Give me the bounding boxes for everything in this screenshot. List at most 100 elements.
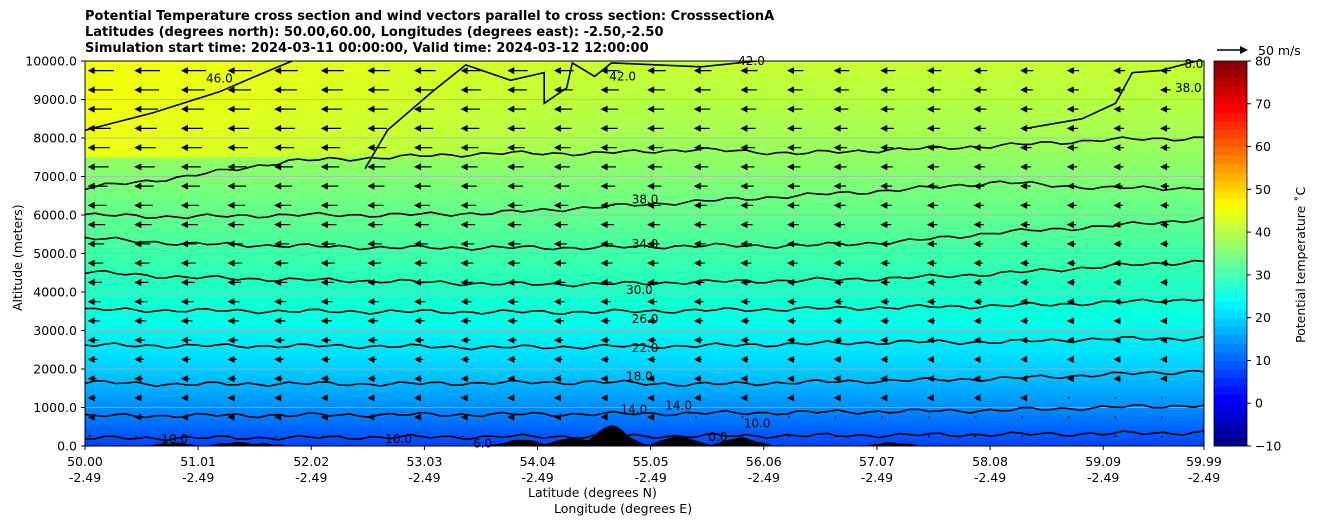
wind-vector-head: [87, 394, 95, 402]
wind-vector-head: [414, 144, 422, 152]
wind-vector-head: [180, 278, 188, 286]
wind-vector-head: [833, 221, 841, 229]
contour-label: 14.0: [620, 402, 647, 416]
y-tick-label: 3000.0: [33, 323, 77, 338]
wind-vector-head: [180, 336, 188, 344]
wind-vector-head: [880, 317, 888, 325]
wind-vector-head: [880, 201, 888, 209]
wind-vector-head: [1066, 86, 1074, 94]
wind-vector-head: [507, 317, 515, 325]
wind-vector-head: [134, 278, 142, 286]
wind-vector-head: [460, 413, 468, 421]
wind-vector-head: [740, 394, 748, 402]
colorbar-segment: [1214, 360, 1247, 370]
wind-vector-head: [600, 86, 608, 94]
wind-vector-head: [647, 201, 655, 209]
wind-vector-head: [1066, 375, 1074, 383]
wind-vector-head: [926, 278, 934, 286]
contour-label: 6.0: [473, 437, 492, 451]
wind-vector-head: [600, 259, 608, 267]
wind-vector-head: [1066, 240, 1074, 248]
wind-vector-head: [1066, 144, 1074, 152]
wind-vector-head: [926, 375, 934, 383]
contour-label: 10.0: [744, 417, 771, 431]
colorbar-segment: [1214, 292, 1247, 302]
wind-vector-head: [414, 394, 422, 402]
wind-vector-head: [460, 201, 468, 209]
colorbar-segment: [1214, 403, 1247, 413]
wind-vector-head: [274, 317, 282, 325]
wind-vector-head: [740, 259, 748, 267]
wind-vector-head: [553, 144, 561, 152]
wind-vector-head: [647, 221, 655, 229]
wind-vector-head: [833, 278, 841, 286]
wind-vector-head: [647, 240, 655, 248]
wind-vector-head: [1020, 124, 1028, 132]
wind-vector-head: [693, 278, 701, 286]
wind-vector-head: [880, 105, 888, 113]
wind-vector-head: [973, 221, 981, 229]
wind-vector-head: [320, 355, 328, 363]
wind-vector-head: [833, 259, 841, 267]
wind-vector-head: [1066, 182, 1074, 190]
y-tick-label: 10000.0: [25, 54, 77, 69]
wind-vector-head: [1113, 375, 1121, 383]
wind-vector-head: [553, 355, 561, 363]
wind-vector-head: [460, 67, 468, 75]
wind-vector-head: [367, 375, 375, 383]
wind-vector-head: [367, 105, 375, 113]
colorbar-segment: [1214, 215, 1247, 225]
wind-vector-head: [180, 163, 188, 171]
colorbar-segment: [1214, 249, 1247, 259]
wind-vector-head: [180, 105, 188, 113]
wind-vector: [182, 435, 184, 438]
colorbar-segment: [1214, 283, 1247, 293]
wind-vector: [1161, 396, 1163, 399]
wind-vector-head: [1113, 259, 1121, 267]
wind-vector: [88, 435, 91, 438]
wind-vector-head: [507, 278, 515, 286]
chart-title-line-2: Latitudes (degrees north): 50.00,60.00, …: [85, 25, 664, 40]
wind-vector-head: [647, 394, 655, 402]
wind-vector-head: [833, 144, 841, 152]
colorbar-tick-label: 70: [1255, 96, 1271, 111]
wind-vector-head: [740, 201, 748, 209]
wind-vector-head: [693, 375, 701, 383]
colorbar-segment: [1214, 180, 1247, 190]
wind-vector-head: [507, 67, 515, 75]
wind-vector: [1114, 416, 1117, 419]
wind-vector-head: [1113, 221, 1121, 229]
wind-vector-head: [227, 201, 235, 209]
contour-label: 8.0: [1184, 57, 1203, 71]
contour-labels: 46.0 42.042.038.08.038.034.030.026.022.01…: [161, 54, 1203, 451]
colorbar-segment: [1214, 232, 1247, 242]
colorbar-segment: [1214, 428, 1247, 438]
wind-vector-head: [973, 144, 981, 152]
wind-vector-head: [833, 86, 841, 94]
wind-vector-head: [1113, 278, 1121, 286]
wind-vector-head: [367, 413, 375, 421]
wind-vector-head: [274, 240, 282, 248]
wind-vector-head: [1066, 298, 1074, 306]
wind-vector-head: [693, 298, 701, 306]
wind-vector-head: [926, 144, 934, 152]
wind-vector-head: [134, 259, 142, 267]
wind-vector: [928, 416, 930, 419]
wind-vector-head: [647, 259, 655, 267]
wind-vector-head: [693, 317, 701, 325]
wind-vector-head: [973, 86, 981, 94]
y-tick-label: 8000.0: [33, 131, 77, 146]
wind-vector-head: [787, 144, 795, 152]
wind-vector-head: [227, 278, 235, 286]
quiver-key-label: 50 m/s: [1258, 43, 1301, 58]
wind-vector-head: [320, 86, 328, 94]
wind-vector-head: [320, 144, 328, 152]
contour-label: 22.0: [632, 341, 659, 355]
wind-vector-head: [880, 278, 888, 286]
contour-label: 18.0: [626, 370, 653, 384]
wind-vector-head: [227, 317, 235, 325]
wind-vector-head: [787, 278, 795, 286]
wind-vector-head: [320, 240, 328, 248]
wind-vector-head: [414, 298, 422, 306]
wind-vector-head: [87, 375, 95, 383]
